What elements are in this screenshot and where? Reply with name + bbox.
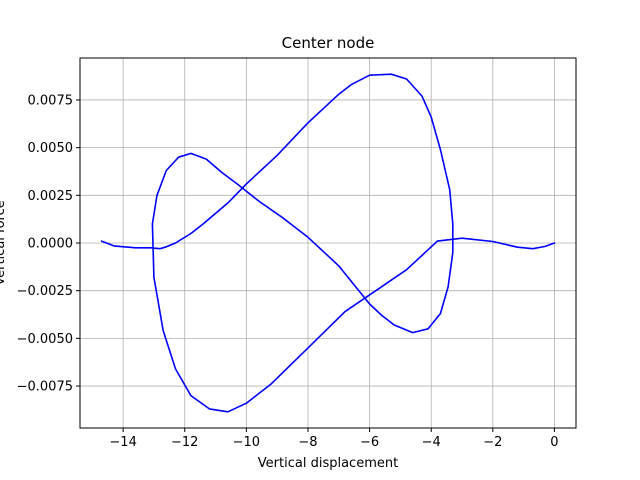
y-axis-title: Vertical force xyxy=(0,200,8,286)
x-tick-label: 0 xyxy=(550,435,558,450)
y-tick-label: −0.0050 xyxy=(17,332,73,347)
y-axis: −0.0075 −0.0050 −0.0025 0.0000 0.0025 0.0050 0… xyxy=(17,93,80,395)
y-tick-label: −0.0025 xyxy=(17,284,73,299)
chart-title: Center node xyxy=(282,34,375,52)
y-tick-label: 0.0050 xyxy=(28,141,74,156)
x-tick-label: −6 xyxy=(360,435,379,450)
y-tick-label: 0.0025 xyxy=(28,189,74,204)
y-tick-label: −0.0075 xyxy=(17,380,73,395)
x-axis-title: Vertical displacement xyxy=(258,456,398,471)
series-layer xyxy=(100,73,556,413)
x-tick-label: −8 xyxy=(298,435,317,450)
x-tick-label: −4 xyxy=(422,435,441,450)
y-tick-label: 0.0075 xyxy=(28,93,74,108)
series-line xyxy=(100,73,556,413)
x-axis: −14 −12 −10 −8 −6 −4 −2 0 xyxy=(109,428,559,450)
y-tick-label: 0.0000 xyxy=(28,237,74,252)
x-tick-label: −2 xyxy=(483,435,502,450)
x-tick-label: −14 xyxy=(109,435,136,450)
x-tick-label: −12 xyxy=(171,435,198,450)
x-tick-label: −10 xyxy=(233,435,260,450)
